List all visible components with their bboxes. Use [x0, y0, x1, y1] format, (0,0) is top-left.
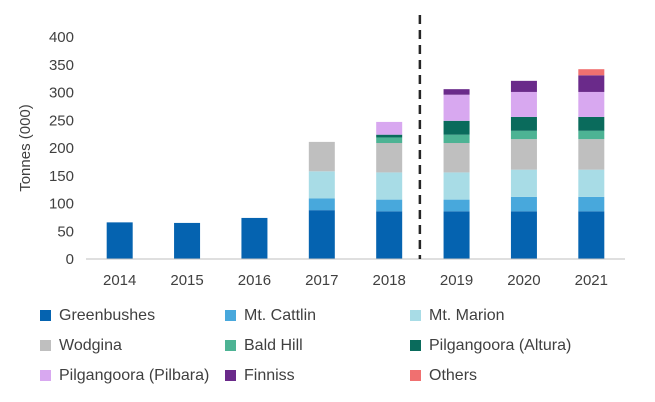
bar-segment	[308, 198, 335, 211]
x-tick-label: 2015	[170, 272, 203, 289]
y-tick-label: 200	[49, 140, 74, 157]
legend-item: Pilgangoora (Altura)	[410, 336, 640, 355]
legend-swatch	[225, 370, 236, 381]
bar-segment	[510, 116, 537, 131]
legend-label: Mt. Cattlin	[244, 306, 317, 324]
legend: Greenbushes Mt. Cattlin Mt. Marion Wodgina B…	[40, 306, 640, 385]
bar-segment	[106, 222, 133, 259]
legend-swatch	[410, 370, 421, 381]
bar-segment	[443, 94, 470, 121]
bar-segment	[308, 171, 335, 199]
legend-item: Bald Hill	[225, 336, 410, 355]
bar-segment	[578, 69, 605, 76]
bar-segment	[376, 137, 403, 144]
bar-segment	[578, 196, 605, 212]
legend-swatch	[225, 310, 236, 321]
legend-swatch	[40, 370, 51, 381]
legend-label: Pilgangoora (Altura)	[429, 336, 572, 354]
legend-item: Greenbushes	[40, 306, 225, 325]
bar-segment	[308, 210, 335, 259]
bar-segment	[510, 130, 537, 140]
x-tick-label: 2018	[373, 272, 406, 289]
bar-segment	[443, 199, 470, 212]
bar-segment	[510, 80, 537, 92]
bar-segment	[376, 143, 403, 173]
y-tick-label: 100	[49, 196, 74, 213]
y-tick-label: 400	[49, 29, 74, 46]
bar-segment	[376, 199, 403, 212]
legend-label: Others	[429, 366, 478, 384]
legend-label: Pilgangoora (Pilbara)	[59, 366, 210, 384]
bar-segment	[578, 130, 605, 140]
x-tick-label: 2017	[305, 272, 338, 289]
y-tick-label: 350	[49, 57, 74, 74]
bar-segment	[578, 211, 605, 259]
y-tick-label: 0	[66, 251, 74, 268]
bar-segment	[174, 222, 201, 259]
bar-segment	[578, 139, 605, 170]
legend-item: Wodgina	[40, 336, 225, 355]
bar-segment	[376, 172, 403, 200]
bar-segment	[510, 139, 537, 170]
bar-segment	[443, 211, 470, 259]
bar-segment	[376, 121, 403, 135]
legend-item: Finniss	[225, 366, 410, 385]
legend-label: Greenbushes	[59, 306, 156, 324]
x-tick-label: 2014	[103, 272, 136, 289]
x-tick-label: 2019	[440, 272, 473, 289]
legend-item: Others	[410, 366, 640, 385]
y-tick-label: 150	[49, 168, 74, 185]
legend-item: Mt. Cattlin	[225, 306, 410, 325]
bar-segment	[443, 89, 470, 95]
bar-segment	[578, 91, 605, 117]
legend-item: Pilgangoora (Pilbara)	[40, 366, 225, 385]
legend-swatch	[225, 340, 236, 351]
bar-segment	[510, 91, 537, 117]
legend-label: Mt. Marion	[429, 306, 505, 324]
bar-segment	[578, 169, 605, 197]
legend-label: Wodgina	[59, 336, 122, 354]
bar-segment	[376, 134, 403, 138]
bar-segment	[510, 211, 537, 259]
bar-segment	[308, 141, 335, 172]
bar-segment	[578, 75, 605, 92]
bar-segment	[443, 120, 470, 135]
bar-segment	[443, 143, 470, 173]
x-tick-label: 2020	[507, 272, 540, 289]
y-tick-label: 250	[49, 112, 74, 129]
y-tick-label: 300	[49, 85, 74, 102]
bar-segment	[241, 217, 268, 259]
bar-stacks	[106, 69, 605, 259]
legend-swatch	[40, 310, 51, 321]
legend-item: Mt. Marion	[410, 306, 640, 325]
y-tick-label: 50	[57, 223, 74, 240]
x-tick-label: 2016	[238, 272, 271, 289]
legend-swatch	[410, 340, 421, 351]
y-axis-title: Tonnes (000)	[17, 104, 34, 192]
bar-segment	[510, 196, 537, 212]
legend-label: Finniss	[244, 366, 295, 384]
legend-swatch	[410, 310, 421, 321]
x-tick-label: 2021	[575, 272, 608, 289]
bar-segment	[376, 211, 403, 259]
bar-segment	[443, 134, 470, 144]
x-axis-ticks: 2014 2015 2016 2017 2018 2019 2020 2021	[103, 272, 608, 289]
legend-label: Bald Hill	[244, 336, 303, 354]
bar-segment	[510, 169, 537, 197]
bar-segment	[443, 172, 470, 200]
legend-swatch	[40, 340, 51, 351]
chart: Tonnes (000) 0 50 100 150 200 250 300 350 400 20…	[17, 15, 625, 289]
bar-segment	[578, 116, 605, 131]
y-axis-ticks: 0 50 100 150 200 250 300 350 400	[49, 29, 74, 268]
